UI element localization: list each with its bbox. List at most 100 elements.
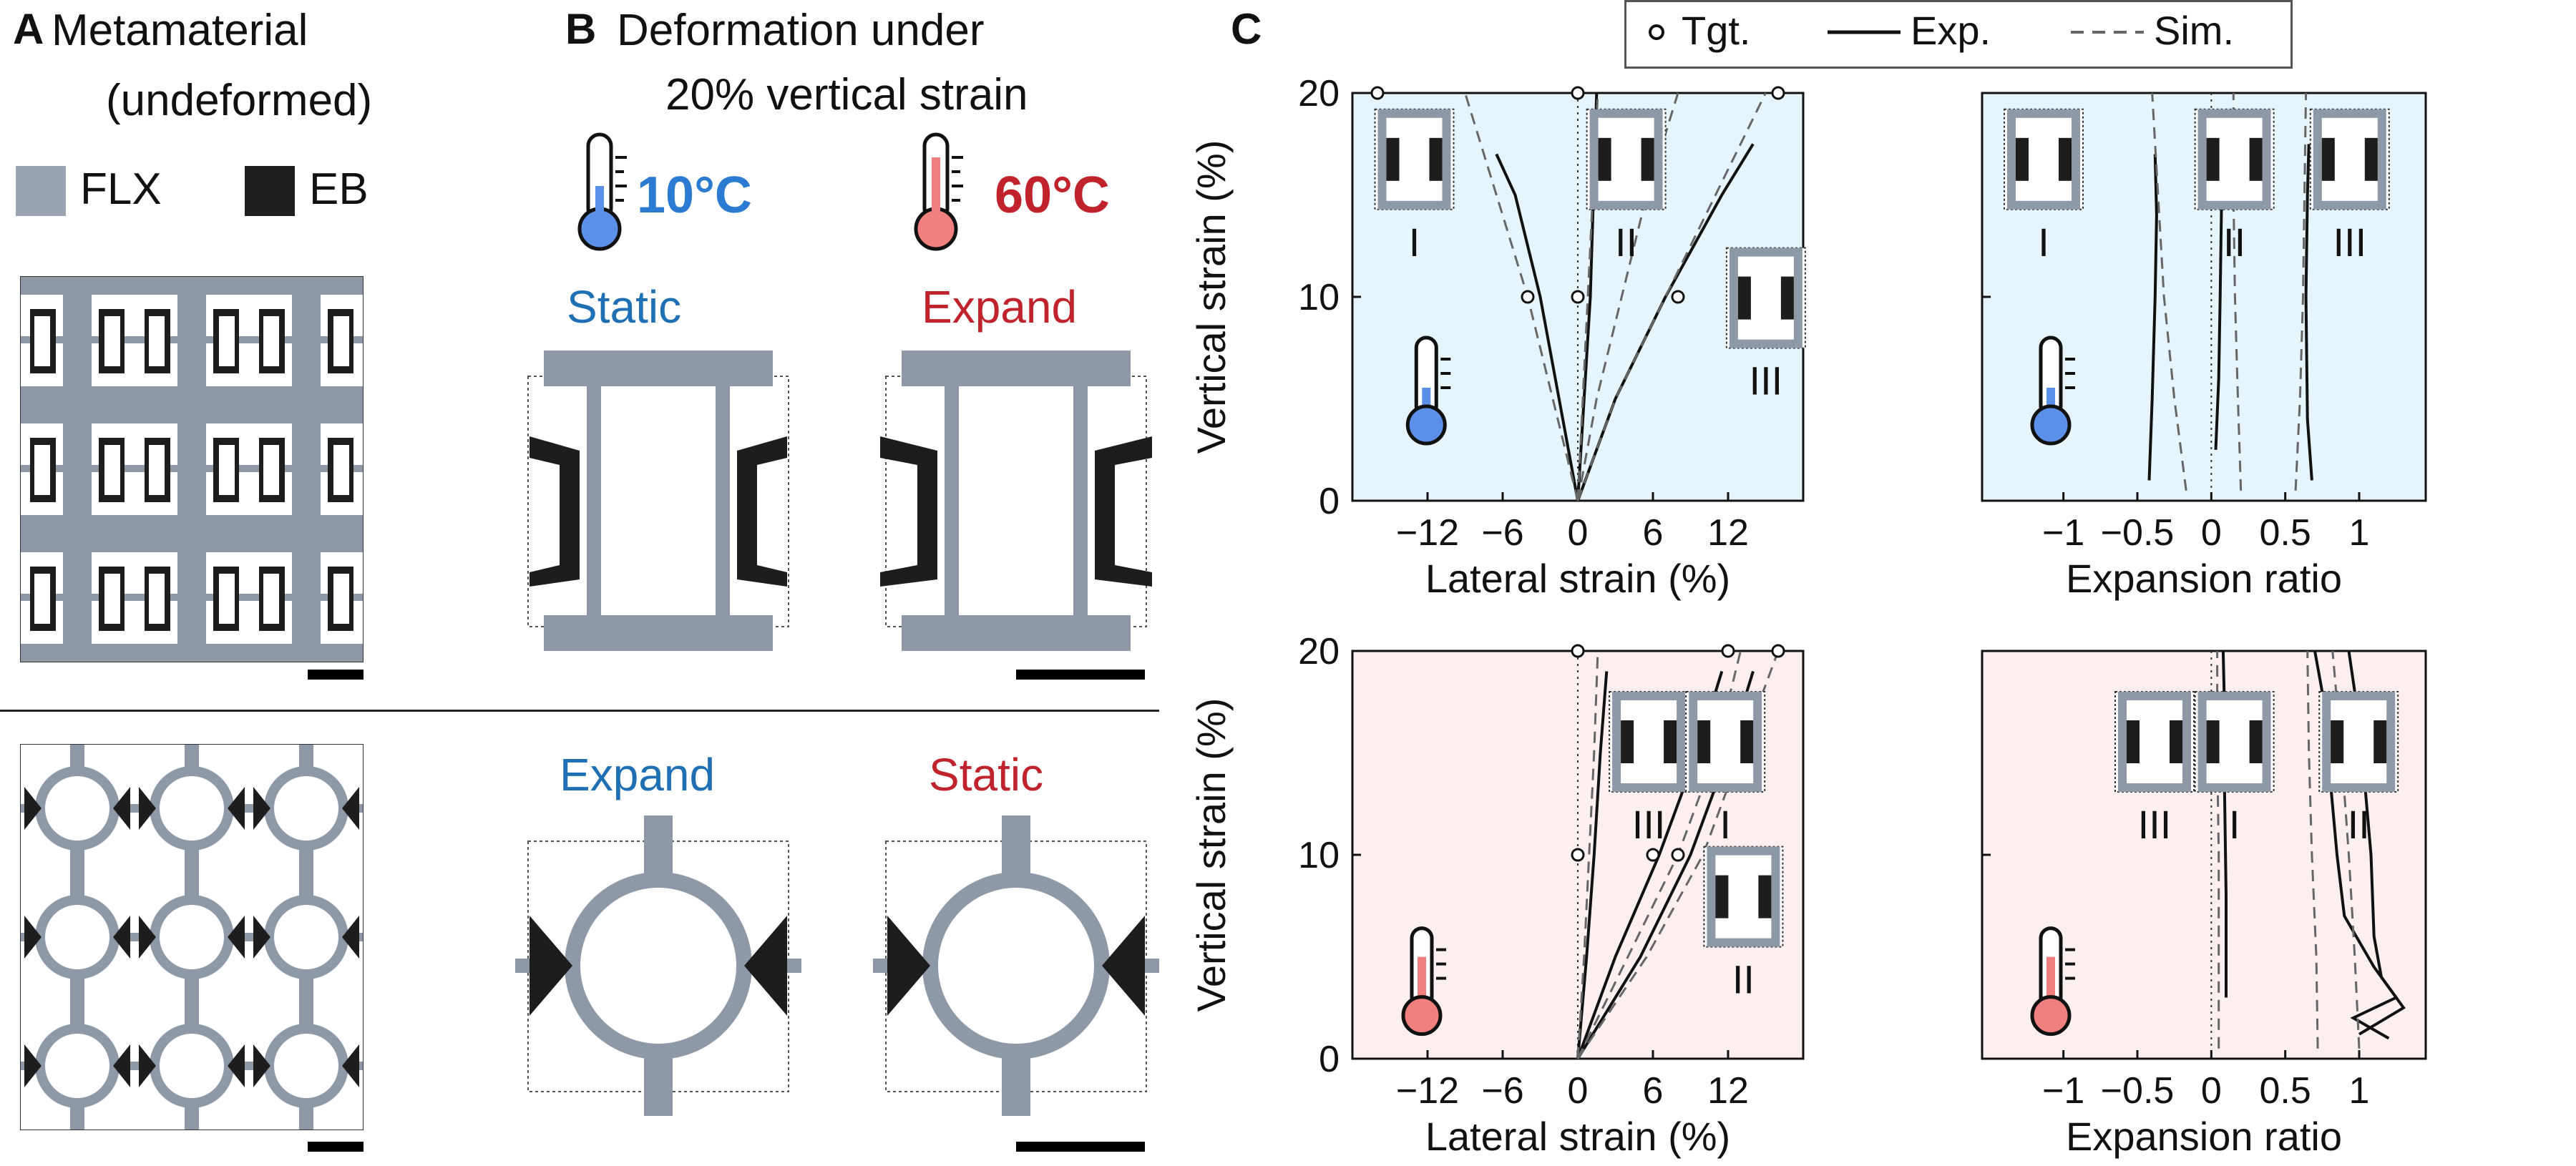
x-tick-label: −12 (1396, 1070, 1459, 1112)
x-axis-label: Expansion ratio (2066, 556, 2342, 601)
unit-cell-inset: II (1586, 108, 1667, 265)
inset-eb-left (2016, 137, 2029, 181)
x-tick-label: 12 (1707, 1070, 1749, 1112)
x-tick-label: −0.5 (2101, 512, 2175, 554)
sim-series-line (1576, 650, 1780, 1059)
flx-swatch (16, 166, 66, 216)
x-tick-label: 0 (1568, 512, 1589, 554)
exp-series-line (1576, 143, 1755, 501)
x-tick-label: 0.5 (2260, 512, 2311, 554)
unit-cell-inset: II (2318, 691, 2399, 847)
sim-series-line (2151, 92, 2187, 491)
x-tick-label: 0 (2201, 512, 2222, 554)
y-axis-label: Vertical strain (%) (1189, 140, 1234, 454)
x-tick-label: −1 (2042, 512, 2084, 554)
thermometer-bulb (1405, 404, 1447, 446)
target-point (1521, 290, 1535, 304)
legend-target-marker (1649, 24, 1664, 40)
y-tick-label: 0 (1319, 1039, 1340, 1080)
inset-eb-right (1758, 875, 1772, 918)
inset-cell-shape (1707, 846, 1780, 947)
inset-label: III (1750, 358, 1783, 403)
inset-label: II (1732, 957, 1755, 1002)
x-axis-label: Lateral strain (%) (1425, 556, 1730, 601)
unit-cell-inset: III (1725, 247, 1806, 403)
inset-cell-shape (2118, 692, 2191, 792)
inset-eb-right (2373, 720, 2387, 763)
y-tick-label: 20 (1298, 73, 1340, 114)
inset-cell-shape (1589, 109, 1663, 210)
x-tick-label: −6 (1481, 512, 1523, 554)
thermometer-icon (1401, 926, 1446, 1037)
thermometer-bulb (2030, 995, 2072, 1037)
inset-label: III (2333, 220, 2366, 265)
caption-expand-bottom: Expand (560, 749, 716, 800)
sim-series-line (2232, 93, 2243, 491)
inset-eb-right (2249, 720, 2263, 763)
panel-letter-c: C (1231, 5, 1262, 53)
x-tick-label: 0.5 (2260, 1070, 2311, 1112)
target-point (1571, 644, 1585, 658)
row-divider (0, 710, 1159, 712)
thermometer-bulb (2030, 404, 2072, 446)
inset-eb-right (1429, 137, 1443, 181)
unit-cell-inset: III (1609, 691, 1689, 847)
x-tick-label: −0.5 (2101, 1070, 2175, 1112)
inset-eb-right (2364, 137, 2378, 181)
inset-eb-left (1697, 720, 1711, 763)
scale-bar (308, 1142, 364, 1152)
sim-series-line (1576, 92, 1767, 501)
inset-eb-right (1664, 720, 1677, 763)
x-tick-label: 6 (1643, 512, 1664, 554)
y-tick-label: 20 (1298, 631, 1340, 672)
unit-cell-inset: III (2309, 108, 2390, 265)
inset-eb-left (1598, 137, 1611, 181)
sim-series-line (2294, 92, 2308, 491)
x-tick-label: 1 (2349, 512, 2370, 554)
target-point (1771, 86, 1785, 100)
inset-eb-right (2170, 720, 2182, 763)
inset-eb-left (1715, 875, 1729, 918)
y-axis-label: Vertical strain (%) (1189, 698, 1234, 1012)
legend-exp-line (1828, 30, 1901, 34)
inset-cell-shape (2322, 692, 2396, 792)
temperature-hot-label: 60°C (995, 167, 1110, 224)
panel-letter-a: A (13, 5, 44, 53)
exp-series-line (2147, 154, 2158, 481)
inset-label: III (2138, 802, 2172, 847)
inset-eb-left (1621, 720, 1634, 763)
inset-label: II (2348, 802, 2370, 847)
unit-cell-static-60c (873, 815, 1159, 1116)
x-tick-label: 1 (2349, 1070, 2370, 1112)
inset-eb-left (2206, 137, 2220, 181)
target-point (1370, 86, 1385, 100)
x-tick-label: 0 (2201, 1070, 2222, 1112)
target-point (1721, 644, 1735, 658)
unit-cell-static-10c (527, 351, 789, 651)
sim-series-line (1576, 650, 1599, 1059)
unit-cell-inset: I (2194, 691, 2275, 847)
y-tick-label: 10 (1298, 277, 1340, 318)
legend-target-label: Tgt. (1682, 8, 1751, 53)
exp-series-line (1495, 153, 1579, 501)
target-point (1571, 86, 1585, 100)
inset-cell-shape (2197, 692, 2271, 792)
x-tick-label: 0 (1568, 1070, 1589, 1112)
metamaterial-sample-bottom (20, 744, 364, 1130)
inset-cell-shape (2313, 109, 2386, 210)
target-point (1771, 644, 1785, 658)
inset-cell-shape (2197, 109, 2271, 210)
inset-eb-left (2331, 720, 2344, 763)
target-point (1646, 848, 1660, 862)
thermometer-hot-icon (914, 132, 963, 251)
exp-series-line (2304, 144, 2313, 481)
panel-a-title-line1: Metamaterial (52, 6, 308, 55)
legend-sim-line (2071, 31, 2144, 34)
caption-expand-top: Expand (922, 281, 1078, 333)
inset-eb-right (1780, 276, 1794, 320)
x-tick-label: −12 (1396, 512, 1459, 554)
exp-series-line (1576, 671, 1609, 1059)
